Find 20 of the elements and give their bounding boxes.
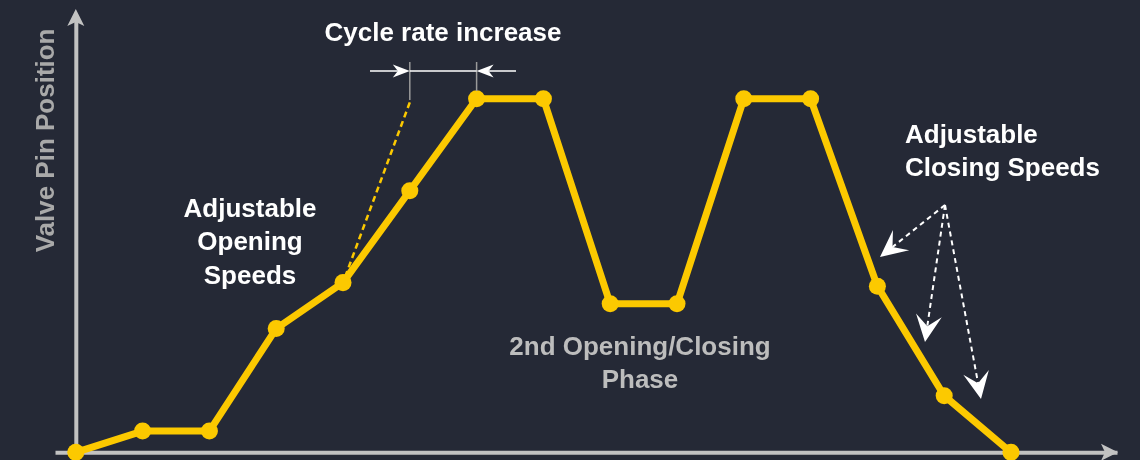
point <box>334 274 352 292</box>
point <box>468 90 486 108</box>
point <box>935 387 953 405</box>
point <box>1002 443 1020 460</box>
point <box>868 277 886 295</box>
point <box>735 90 753 108</box>
point <box>200 422 218 440</box>
point <box>67 443 85 460</box>
point <box>534 90 552 108</box>
point <box>601 295 619 313</box>
text: Cycle rate increase <box>324 17 562 47</box>
point <box>134 422 152 440</box>
annotation: 2nd Opening/Closing Phase <box>509 331 771 395</box>
annotation: Adjustable Opening Speeds <box>183 193 317 290</box>
annotation: Adjustable Closing Speeds <box>905 119 1100 183</box>
point <box>401 182 419 200</box>
point <box>668 295 686 313</box>
point <box>802 90 820 108</box>
y-axis-title: Valve Pin Position <box>29 28 60 253</box>
point <box>267 320 285 338</box>
